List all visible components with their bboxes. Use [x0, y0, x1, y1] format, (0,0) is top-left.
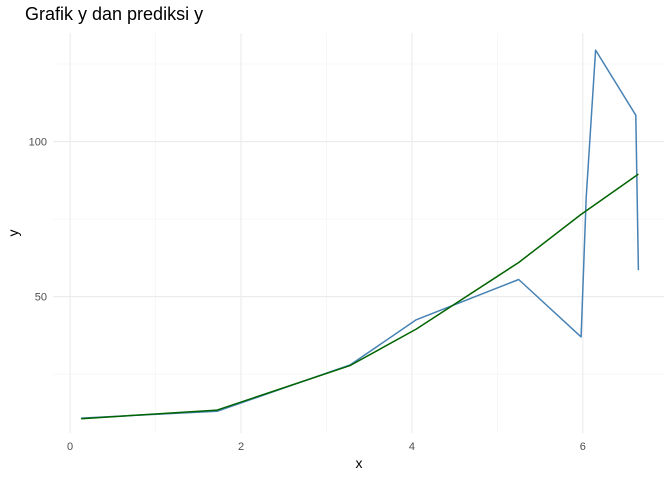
series-group: [81, 49, 640, 420]
chart-title: Grafik y dan prediksi y: [25, 4, 203, 24]
y-tick-labels: 50 100: [29, 137, 47, 304]
series-line-2: [81, 173, 639, 420]
x-tick-label: 0: [67, 441, 73, 453]
x-tick-label: 6: [580, 441, 586, 453]
grid: [53, 33, 664, 433]
x-tick-labels: 0 2 4 6: [67, 441, 586, 453]
x-tick-label: 2: [238, 441, 244, 453]
y-tick-label: 50: [35, 292, 47, 304]
x-axis-label: x: [356, 455, 363, 471]
x-tick-label: 4: [409, 441, 415, 453]
y-tick-label: 100: [29, 137, 47, 149]
y-axis-label: y: [5, 230, 21, 237]
